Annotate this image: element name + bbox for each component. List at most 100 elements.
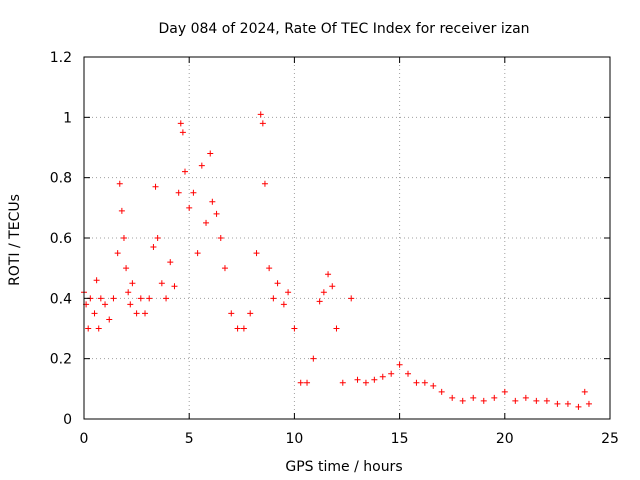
data-point [120, 235, 127, 241]
x-tick-label: 15 [391, 431, 409, 447]
data-point [585, 400, 592, 407]
data-point [304, 379, 311, 386]
data-point [137, 295, 144, 302]
data-point [430, 382, 437, 389]
data-point [325, 271, 332, 278]
data-point [93, 277, 100, 284]
data-point [348, 295, 355, 302]
data-point [142, 310, 149, 317]
data-point [421, 379, 428, 386]
data-point [316, 298, 323, 305]
y-tick-label: 1 [63, 110, 72, 126]
data-point [167, 259, 174, 266]
x-tick-label: 25 [601, 431, 619, 447]
data-point [116, 180, 123, 187]
data-point [125, 289, 132, 296]
data-point [379, 373, 386, 380]
data-point [259, 120, 266, 127]
data-point [158, 280, 165, 287]
data-point [310, 355, 317, 362]
data-point [110, 295, 117, 302]
data-point [362, 379, 369, 386]
chart-title: Day 084 of 2024, Rate Of TEC Index for r… [158, 21, 529, 37]
data-point [95, 325, 102, 332]
data-point [564, 400, 571, 407]
data-point [85, 325, 92, 332]
data-point [209, 198, 216, 205]
x-tick-label: 10 [285, 431, 303, 447]
data-point [97, 295, 104, 302]
data-point [181, 168, 188, 175]
data-point [491, 394, 498, 401]
y-tick-label: 0.6 [50, 231, 72, 247]
y-tick-label: 0.2 [50, 352, 72, 368]
x-tick-label: 20 [496, 431, 514, 447]
grid [84, 57, 610, 419]
data-point [179, 129, 186, 136]
data-point [297, 379, 304, 386]
y-tick-label: 1.2 [50, 50, 72, 66]
data-point [512, 397, 519, 404]
data-point [285, 289, 292, 296]
data-point [106, 316, 113, 323]
x-tick-label: 5 [185, 431, 194, 447]
data-point [127, 301, 134, 308]
data-point [354, 376, 361, 383]
x-axis-label: GPS time / hours [285, 459, 402, 475]
data-point [333, 325, 340, 332]
data-point [459, 397, 466, 404]
data-point [114, 250, 121, 257]
y-tick-label: 0.4 [50, 291, 72, 307]
data-point [190, 189, 197, 196]
y-axis-label: ROTI / TECUs [7, 194, 23, 286]
y-tick-label: 0.8 [50, 171, 72, 187]
data-point [339, 379, 346, 386]
data-point [177, 120, 184, 127]
data-point [118, 207, 125, 214]
data-point [470, 394, 477, 401]
data-point [247, 310, 254, 317]
data-point [146, 295, 153, 302]
data-point [438, 388, 445, 395]
data-point [221, 265, 228, 272]
data-point [480, 397, 487, 404]
data-point [154, 235, 161, 241]
axis-ticks: 0 5 10 15 20 25 0 0.2 0.4 0.6 0.8 1 1.2 [50, 50, 619, 447]
data-point [266, 265, 273, 272]
data-point [501, 388, 508, 395]
data-point [543, 397, 550, 404]
data-point [152, 183, 159, 190]
data-point [234, 325, 241, 332]
data-point [91, 310, 98, 317]
data-point [123, 265, 130, 272]
data-point [522, 394, 529, 401]
data-point [329, 283, 336, 290]
data-point [575, 403, 582, 410]
data-point [213, 210, 220, 217]
data-point [163, 295, 170, 302]
data-point [274, 280, 281, 287]
data-point [217, 235, 224, 241]
data-point [198, 162, 205, 169]
data-point [150, 244, 157, 251]
data-point [228, 310, 235, 317]
data-point [102, 301, 109, 308]
data-point [194, 250, 201, 257]
data-point [129, 280, 136, 287]
x-tick-label: 0 [80, 431, 89, 447]
data-point [171, 283, 178, 290]
data-point [203, 219, 210, 226]
data-point [240, 325, 247, 332]
y-tick-label: 0 [63, 412, 72, 428]
data-point [371, 376, 378, 383]
data-point [261, 180, 268, 187]
data-point [253, 250, 260, 257]
data-point [257, 111, 264, 118]
data-point [581, 388, 588, 395]
data-point [270, 295, 277, 302]
data-point [175, 189, 182, 196]
data-point [280, 301, 287, 308]
data-point [396, 361, 403, 368]
